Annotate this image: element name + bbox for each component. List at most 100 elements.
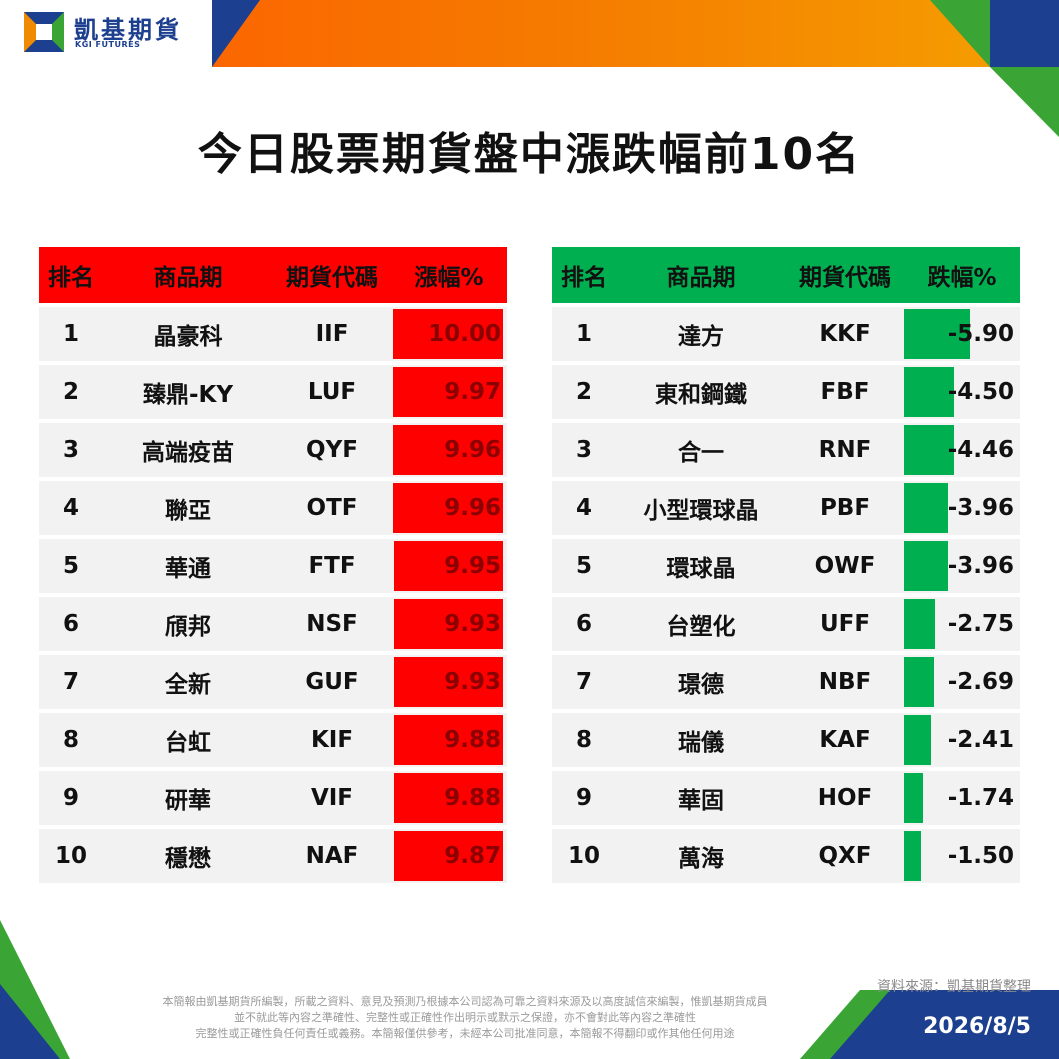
code-cell: HOF <box>817 785 873 811</box>
logo-area: 凱基期貨 KGI FUTURES <box>0 0 212 67</box>
change-cell: 9.97 <box>444 379 501 405</box>
rank-cell: 9 <box>62 785 79 811</box>
header-name: 商品期 <box>666 265 736 291</box>
name-cell: 達方 <box>678 324 724 350</box>
corner-decoration-top-right <box>990 67 1059 137</box>
rank-cell: 6 <box>575 611 592 637</box>
change-cell: 10.00 <box>428 321 501 347</box>
name-cell: 萬海 <box>678 846 724 872</box>
rank-cell: 8 <box>575 727 592 753</box>
rank-cell: 10 <box>54 843 87 869</box>
code-cell: PBF <box>819 495 871 521</box>
change-cell: -2.69 <box>947 669 1014 695</box>
table-row: 6 頎邦 NSF 9.93 <box>39 597 507 651</box>
brand-name-cn: 凱基期貨 <box>74 16 182 44</box>
rank-cell: 7 <box>62 669 79 695</box>
change-cell: -1.74 <box>947 785 1014 811</box>
table-row: 7 全新 GUF 9.93 <box>39 655 507 709</box>
rank-cell: 8 <box>62 727 79 753</box>
data-source: 資料來源：凱基期貨整理 <box>877 979 1031 995</box>
change-cell: 9.88 <box>444 785 501 811</box>
gainers-table: 排名 商品期 期貨代碼 漲幅% 1 晶豪科 IIF 10.00 2 臻鼎-KY LUF 9.9… <box>39 247 507 883</box>
rank-cell: 4 <box>575 495 592 521</box>
gain-bar <box>393 425 503 475</box>
table-row: 1 達方 KKF -5.90 <box>552 307 1020 361</box>
header-code: 期貨代碼 <box>286 265 378 291</box>
change-cell: -5.90 <box>947 321 1014 347</box>
gain-bar <box>393 367 503 417</box>
table-row: 5 華通 FTF 9.95 <box>39 539 507 593</box>
rank-cell: 1 <box>62 321 79 347</box>
loss-bar <box>904 541 948 591</box>
disclaimer-line: 並不就此等內容之準確性、完整性或正確性作出明示或默示之保證，亦不會對此等內容之準… <box>234 1011 696 1024</box>
name-cell: 東和鋼鐵 <box>655 382 747 408</box>
loss-bar <box>904 657 934 707</box>
gain-bar <box>393 483 503 533</box>
change-cell: 9.88 <box>444 727 501 753</box>
code-cell: KKF <box>819 321 871 347</box>
table-row: 3 高端疫苗 QYF 9.96 <box>39 423 507 477</box>
name-cell: 合一 <box>678 440 724 466</box>
loss-bar <box>904 773 923 823</box>
disclaimer-line: 完整性或正確性負任何責任或義務。本簡報僅供參考，未經本公司批准同意，本簡報不得翻… <box>195 1027 735 1040</box>
losers-header: 排名 商品期 期貨代碼 跌幅% <box>552 247 1020 303</box>
rank-cell: 5 <box>575 553 592 579</box>
code-cell: OWF <box>814 553 876 579</box>
rank-cell: 3 <box>575 437 592 463</box>
change-cell: -3.96 <box>947 553 1014 579</box>
code-cell: LUF <box>307 379 357 405</box>
name-cell: 臻鼎-KY <box>142 382 234 408</box>
rank-cell: 1 <box>575 321 592 347</box>
code-cell: KIF <box>310 727 354 753</box>
name-cell: 瑞儀 <box>678 730 724 756</box>
gain-bar <box>394 831 503 881</box>
loss-bar <box>904 831 921 881</box>
kgi-logo-icon <box>24 12 64 52</box>
code-cell: RNF <box>818 437 872 463</box>
rank-cell: 3 <box>62 437 79 463</box>
code-cell: FBF <box>820 379 870 405</box>
rank-cell: 10 <box>567 843 600 869</box>
change-cell: -2.41 <box>947 727 1014 753</box>
code-cell: QXF <box>818 843 872 869</box>
table-row: 5 環球晶 OWF -3.96 <box>552 539 1020 593</box>
code-cell: IIF <box>315 321 349 347</box>
table-row: 9 華固 HOF -1.74 <box>552 771 1020 825</box>
change-cell: 9.87 <box>444 843 501 869</box>
gain-bar <box>393 309 503 359</box>
change-cell: 9.93 <box>444 611 501 637</box>
name-cell: 聯亞 <box>165 498 211 524</box>
report-date: 2026/8/5 <box>923 1014 1031 1039</box>
gain-bar <box>394 657 503 707</box>
losers-rows: 1 達方 KKF -5.90 2 東和鋼鐵 FBF -4.50 3 合一 RNF -4.46 4 小型環球… <box>552 307 1020 883</box>
name-cell: 璟德 <box>678 672 724 698</box>
name-cell: 研華 <box>165 788 211 814</box>
name-cell: 穩懋 <box>165 846 211 872</box>
loss-bar <box>904 483 948 533</box>
code-cell: QYF <box>306 437 358 463</box>
table-row: 2 東和鋼鐵 FBF -4.50 <box>552 365 1020 419</box>
name-cell: 台塑化 <box>666 614 736 640</box>
change-cell: -4.50 <box>947 379 1014 405</box>
table-row: 8 瑞儀 KAF -2.41 <box>552 713 1020 767</box>
table-row: 2 臻鼎-KY LUF 9.97 <box>39 365 507 419</box>
table-row: 9 研華 VIF 9.88 <box>39 771 507 825</box>
name-cell: 環球晶 <box>666 556 736 582</box>
name-cell: 晶豪科 <box>153 324 223 350</box>
disclaimer-line: 本簡報由凱基期貨所編製，所載之資料、意見及預測乃根據本公司認為可靠之資料來源及以… <box>162 995 768 1008</box>
change-cell: 9.96 <box>444 437 501 463</box>
table-row: 4 聯亞 OTF 9.96 <box>39 481 507 535</box>
name-cell: 小型環球晶 <box>643 498 759 524</box>
name-cell: 華固 <box>678 788 724 814</box>
losers-table: 排名 商品期 期貨代碼 跌幅% 1 達方 KKF -5.90 2 東和鋼鐵 FBF -4.50… <box>552 247 1020 883</box>
table-row: 8 台虹 KIF 9.88 <box>39 713 507 767</box>
rank-cell: 4 <box>62 495 79 521</box>
code-cell: KAF <box>819 727 871 753</box>
rank-cell: 5 <box>62 553 79 579</box>
change-cell: 9.93 <box>444 669 501 695</box>
loss-bar <box>904 599 935 649</box>
table-row: 6 台塑化 UFF -2.75 <box>552 597 1020 651</box>
name-cell: 高端疫苗 <box>142 440 234 466</box>
bottom-decoration <box>0 920 1059 1059</box>
gain-bar <box>394 541 503 591</box>
